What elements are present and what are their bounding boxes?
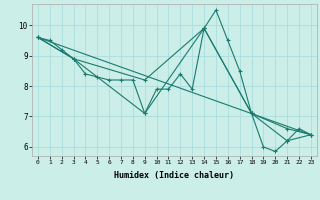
X-axis label: Humidex (Indice chaleur): Humidex (Indice chaleur) [115,171,234,180]
